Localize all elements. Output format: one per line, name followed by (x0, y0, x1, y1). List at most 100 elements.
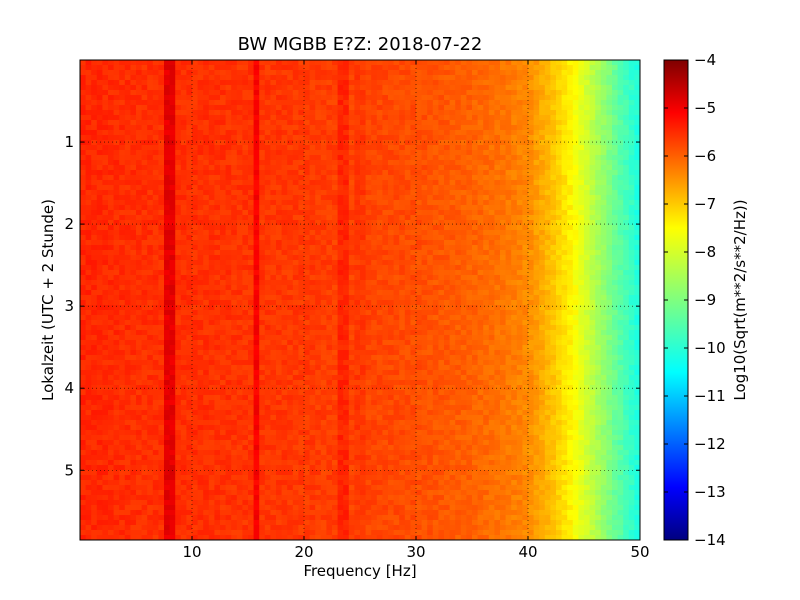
heatmap-cell (500, 90, 506, 96)
heatmap-cell (130, 300, 137, 306)
heatmap-cell (348, 285, 355, 291)
heatmap-cell (444, 285, 450, 291)
heatmap-cell (500, 155, 506, 161)
heatmap-cell (438, 110, 445, 116)
heatmap-cell (432, 80, 439, 86)
heatmap-cell (281, 130, 288, 136)
heatmap-cell (455, 265, 462, 271)
heatmap-cell (304, 290, 310, 296)
heatmap-cell (360, 195, 366, 201)
heatmap-cell (360, 270, 366, 276)
heatmap-cell (410, 150, 417, 156)
heatmap-cell (332, 280, 338, 286)
heatmap-cell (612, 60, 618, 66)
heatmap-cell (505, 215, 512, 221)
heatmap-cell (584, 210, 590, 216)
heatmap-cell (214, 110, 221, 116)
heatmap-cell (483, 245, 490, 251)
heatmap-cell (186, 165, 193, 171)
heatmap-cell (208, 220, 215, 226)
heatmap-cell (595, 295, 602, 301)
heatmap-cell (438, 240, 445, 246)
heatmap-cell (511, 270, 518, 276)
heatmap-cell (180, 90, 187, 96)
heatmap-cell (360, 135, 366, 141)
heatmap-cell (365, 225, 372, 231)
heatmap-cell (539, 235, 546, 241)
heatmap-cell (544, 220, 551, 226)
heatmap-cell (449, 145, 456, 151)
heatmap-cell (617, 270, 624, 276)
heatmap-cell (550, 220, 557, 226)
heatmap-cell (371, 150, 378, 156)
heatmap-cell (416, 235, 422, 241)
heatmap-cell (304, 235, 310, 241)
heatmap-cell (516, 110, 523, 116)
heatmap-cell (180, 230, 187, 236)
heatmap-cell (399, 90, 406, 96)
heatmap-cell (628, 110, 635, 116)
heatmap-cell (220, 155, 226, 161)
heatmap-cell (617, 125, 624, 131)
heatmap-cell (147, 135, 154, 141)
heatmap-cell (483, 195, 490, 201)
heatmap-cell (595, 225, 602, 231)
heatmap-cell (505, 270, 512, 276)
heatmap-cell (102, 305, 109, 311)
heatmap-cell (404, 295, 411, 301)
heatmap-cell (332, 175, 338, 181)
heatmap-cell (511, 145, 518, 151)
heatmap-cell (287, 170, 294, 176)
heatmap-cell (113, 115, 120, 121)
heatmap-cell (556, 155, 562, 161)
heatmap-cell (287, 90, 294, 96)
heatmap-cell (393, 225, 400, 231)
heatmap-cell (264, 205, 271, 211)
heatmap-cell (197, 280, 204, 286)
heatmap-cell (276, 220, 282, 226)
heatmap-cell (186, 235, 193, 241)
heatmap-cell (505, 155, 512, 161)
heatmap-cell (376, 210, 383, 216)
heatmap-cell (164, 165, 170, 171)
heatmap-cell (108, 125, 114, 131)
heatmap-cell (337, 175, 344, 181)
heatmap-cell (533, 245, 540, 251)
heatmap-cell (236, 235, 243, 241)
heatmap-cell (248, 80, 254, 86)
heatmap-cell (404, 175, 411, 181)
heatmap-cell (516, 175, 523, 181)
heatmap-cell (203, 220, 210, 226)
heatmap-cell (281, 200, 288, 206)
heatmap-cell (628, 235, 635, 241)
heatmap-cell (298, 165, 305, 171)
heatmap-cell (567, 170, 574, 176)
heatmap-cell (393, 90, 400, 96)
heatmap-cell (572, 255, 579, 261)
heatmap-cell (449, 200, 456, 206)
heatmap-cell (141, 95, 148, 101)
heatmap-cell (281, 115, 288, 121)
heatmap-cell (242, 260, 249, 266)
heatmap-cell (91, 250, 98, 256)
heatmap-cell (410, 170, 417, 176)
heatmap-cell (449, 170, 456, 176)
heatmap-cell (376, 125, 383, 131)
heatmap-cell (421, 305, 428, 311)
heatmap-cell (180, 190, 187, 196)
heatmap-cell (259, 290, 266, 296)
heatmap-cell (102, 140, 109, 146)
heatmap-cell (561, 265, 568, 271)
heatmap-cell (606, 165, 613, 171)
heatmap-cell (147, 290, 154, 296)
heatmap-cell (180, 275, 187, 281)
heatmap-cell (281, 250, 288, 256)
heatmap-cell (152, 220, 159, 226)
heatmap-cell (281, 60, 288, 66)
heatmap-cell (589, 160, 596, 166)
heatmap-cell (533, 160, 540, 166)
heatmap-cell (315, 205, 322, 211)
heatmap-cell (584, 95, 590, 101)
heatmap-cell (628, 260, 635, 266)
heatmap-cell (466, 175, 473, 181)
